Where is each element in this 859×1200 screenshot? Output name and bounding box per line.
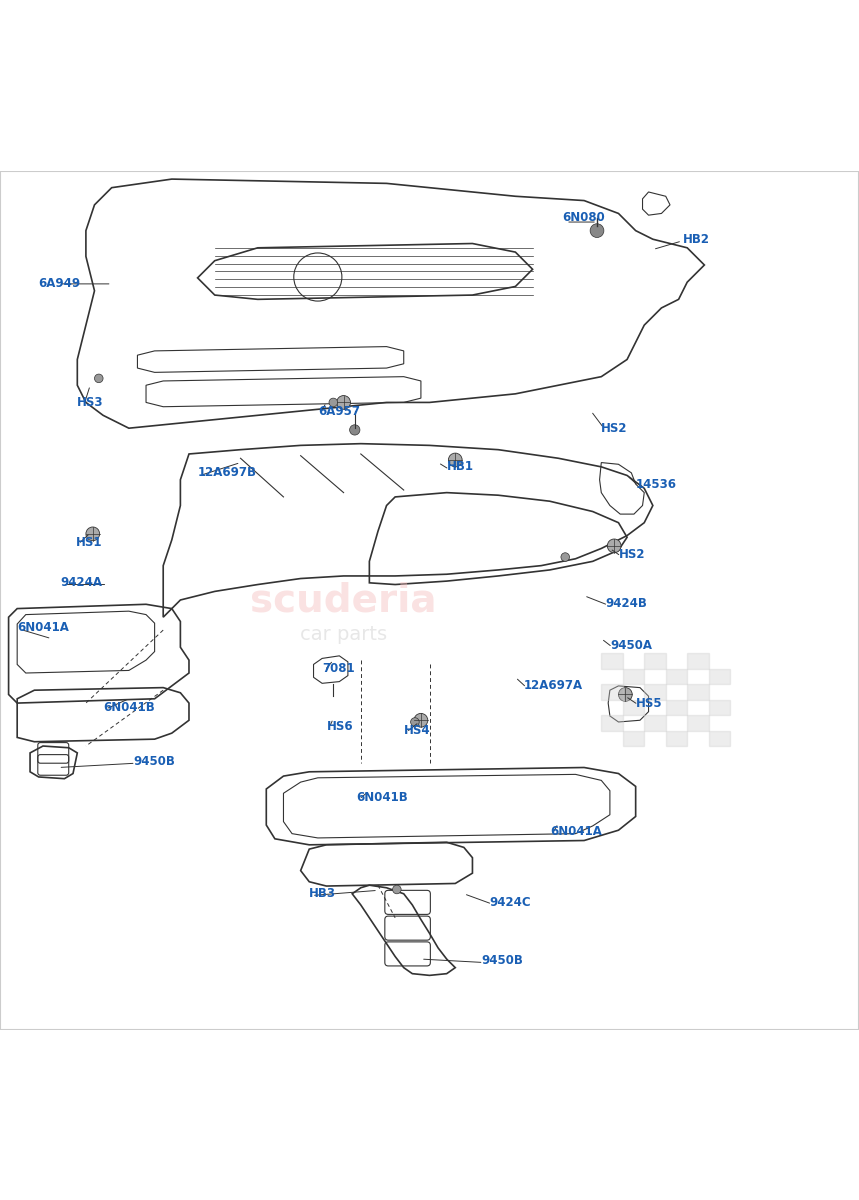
Circle shape [590,223,604,238]
Text: 9424B: 9424B [606,596,648,610]
Text: HB2: HB2 [683,233,710,246]
Bar [687,653,709,668]
Circle shape [414,713,428,727]
Circle shape [393,886,401,894]
Circle shape [448,454,462,467]
Text: HB3: HB3 [309,887,336,900]
Circle shape [411,718,419,726]
Text: HS2: HS2 [618,548,645,560]
Bar [623,731,644,746]
Text: HS6: HS6 [326,720,353,733]
Circle shape [607,539,621,553]
Circle shape [561,553,570,562]
Text: 9424C: 9424C [490,896,531,908]
Bar [687,715,709,731]
Bar [687,684,709,700]
Bar [666,668,687,684]
Text: 6N041A: 6N041A [550,826,601,839]
Circle shape [337,396,350,409]
Text: 6N041A: 6N041A [17,620,69,634]
Bar [709,668,730,684]
Bar [644,684,666,700]
Bar [666,731,687,746]
Text: HB1: HB1 [447,461,473,473]
Circle shape [618,688,632,701]
Text: scuderia: scuderia [250,581,437,619]
Circle shape [86,527,100,541]
Bar [709,731,730,746]
Text: 9450B: 9450B [481,954,523,967]
Text: HS2: HS2 [601,421,628,434]
Bar [601,653,623,668]
Text: 14536: 14536 [636,478,677,491]
Text: 6A949: 6A949 [39,277,81,290]
Bar [666,700,687,715]
Text: 6A957: 6A957 [318,404,360,418]
Text: 6N041B: 6N041B [103,701,155,714]
Bar [644,653,666,668]
Bar [709,700,730,715]
Bar [644,715,666,731]
Text: HS1: HS1 [76,536,102,548]
Bar [601,715,623,731]
Text: HS3: HS3 [77,396,104,409]
Circle shape [94,374,103,383]
Text: car parts: car parts [300,625,387,644]
Text: HS5: HS5 [636,696,662,709]
Text: 6N080: 6N080 [563,211,606,224]
Text: 12A697A: 12A697A [524,679,583,692]
Text: 9450A: 9450A [610,640,652,652]
Bar [623,668,644,684]
Text: HS4: HS4 [404,724,430,737]
Circle shape [350,425,360,436]
Text: 6N041B: 6N041B [356,791,408,804]
Text: 7081: 7081 [322,662,355,676]
Circle shape [329,398,338,407]
Bar [623,700,644,715]
Bar [601,684,623,700]
Text: 9450B: 9450B [133,755,175,768]
Text: 9424A: 9424A [60,576,102,589]
Text: 12A697B: 12A697B [198,467,257,479]
